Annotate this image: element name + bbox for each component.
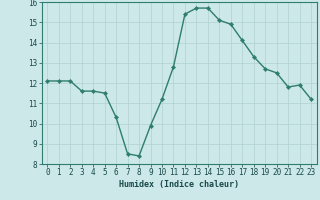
X-axis label: Humidex (Indice chaleur): Humidex (Indice chaleur) — [119, 180, 239, 189]
